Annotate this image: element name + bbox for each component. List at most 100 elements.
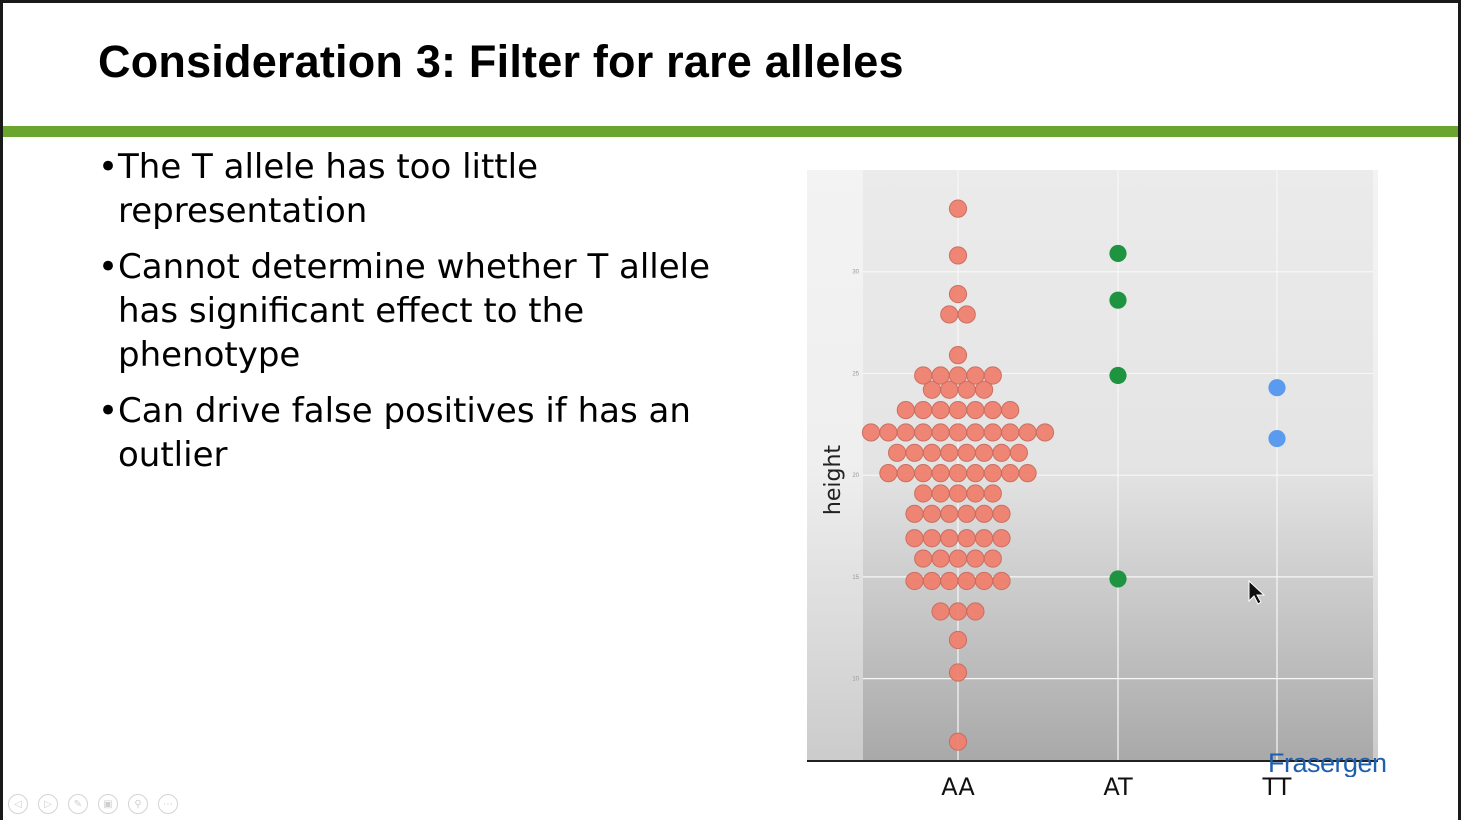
data-point (992, 571, 1011, 591)
data-point (1268, 429, 1286, 448)
data-point (983, 400, 1002, 420)
window-frame-left (0, 0, 3, 820)
data-point (922, 443, 941, 462)
slides-overview-button[interactable]: ▣ (98, 794, 118, 814)
data-point (992, 529, 1011, 548)
data-point (931, 484, 950, 503)
data-point (948, 549, 968, 568)
data-point (992, 504, 1011, 523)
dot-plot-chart: 10 15 20 25 30 height AA AT TT (807, 170, 1378, 801)
bullet-marker: • (98, 391, 119, 431)
data-point (914, 366, 933, 385)
data-point (966, 602, 985, 621)
bullet-marker: • (98, 147, 119, 187)
data-point (905, 443, 924, 462)
data-point (1001, 423, 1020, 442)
bullet-marker: • (98, 247, 119, 287)
arrow-right-icon: ▷ (44, 798, 52, 810)
previous-slide-button[interactable]: ◁ (8, 794, 28, 814)
data-point (931, 366, 950, 385)
data-point (879, 464, 898, 483)
data-point (948, 484, 968, 503)
data-point (1268, 379, 1286, 397)
data-point (914, 400, 933, 420)
data-point (957, 571, 976, 591)
next-slide-button[interactable]: ▷ (38, 794, 58, 814)
x-tick-label: AA (941, 773, 975, 801)
data-point (957, 443, 976, 462)
data-point (966, 366, 985, 385)
data-point (1018, 423, 1037, 442)
data-point (922, 529, 941, 548)
data-point (948, 400, 968, 420)
data-point (1009, 443, 1028, 462)
magnifier-icon: ⚲ (134, 798, 142, 810)
data-point (931, 549, 950, 568)
data-point (931, 464, 950, 483)
data-point (1001, 400, 1020, 420)
data-point (1109, 244, 1127, 263)
y-tick-label: 30 (852, 270, 859, 276)
ellipsis-icon: ⋯ (163, 798, 173, 810)
data-point (896, 464, 915, 483)
presentation-toolbar: ◁ ▷ ✎ ▣ ⚲ ⋯ (8, 794, 178, 814)
slide-title: Consideration 3: Filter for rare alleles (98, 36, 904, 87)
bullet-item: • The T allele has too little representa… (98, 145, 758, 233)
data-point (948, 246, 968, 265)
y-tick-label: 15 (852, 575, 859, 581)
data-point (861, 423, 881, 442)
data-point (922, 504, 941, 523)
bullet-text: Can drive false positives if has an outl… (118, 391, 691, 475)
data-point (983, 549, 1002, 568)
data-point (948, 199, 968, 218)
data-point (931, 602, 950, 621)
data-point (975, 504, 994, 523)
data-point (914, 423, 933, 442)
bullet-item: • Can drive false positives if has an ou… (98, 389, 758, 477)
x-tick-label: AT (1103, 773, 1133, 801)
data-point (966, 484, 985, 503)
data-point (983, 366, 1002, 385)
data-point (1109, 291, 1127, 309)
mouse-cursor-icon (1248, 580, 1266, 605)
more-options-button[interactable]: ⋯ (158, 794, 178, 814)
pen-tool-button[interactable]: ✎ (68, 794, 88, 814)
data-point (966, 400, 985, 420)
data-point (992, 443, 1011, 462)
data-point (922, 571, 941, 591)
x-tick-label: TT (1262, 773, 1292, 801)
data-point (975, 529, 994, 548)
data-point (948, 285, 968, 304)
data-point (948, 663, 968, 682)
data-point (975, 571, 994, 591)
data-point (966, 423, 985, 442)
data-point (957, 305, 976, 324)
data-point (983, 484, 1002, 503)
y-axis-label: height (821, 445, 846, 515)
data-point (1018, 464, 1037, 483)
data-point (966, 464, 985, 483)
data-point (1109, 366, 1127, 385)
data-point (940, 504, 959, 523)
data-point (931, 400, 950, 420)
data-point (966, 549, 985, 568)
data-point (948, 630, 968, 650)
data-point (948, 423, 968, 442)
frasergen-logo: Frasergen (1268, 750, 1387, 777)
data-point (1001, 464, 1020, 483)
data-point (914, 464, 933, 483)
data-point (948, 602, 968, 621)
data-point (948, 732, 968, 751)
title-accent-bar (3, 126, 1458, 137)
bullet-item: • Cannot determine whether T allele has … (98, 245, 758, 377)
data-point (948, 464, 968, 483)
data-point (940, 529, 959, 548)
data-point (896, 423, 915, 442)
bullet-list: • The T allele has too little representa… (98, 145, 758, 489)
data-point (914, 549, 933, 568)
pen-icon: ✎ (73, 798, 83, 810)
data-point (888, 443, 907, 462)
data-point (905, 504, 924, 523)
zoom-button[interactable]: ⚲ (128, 794, 148, 814)
data-point (1035, 423, 1055, 442)
